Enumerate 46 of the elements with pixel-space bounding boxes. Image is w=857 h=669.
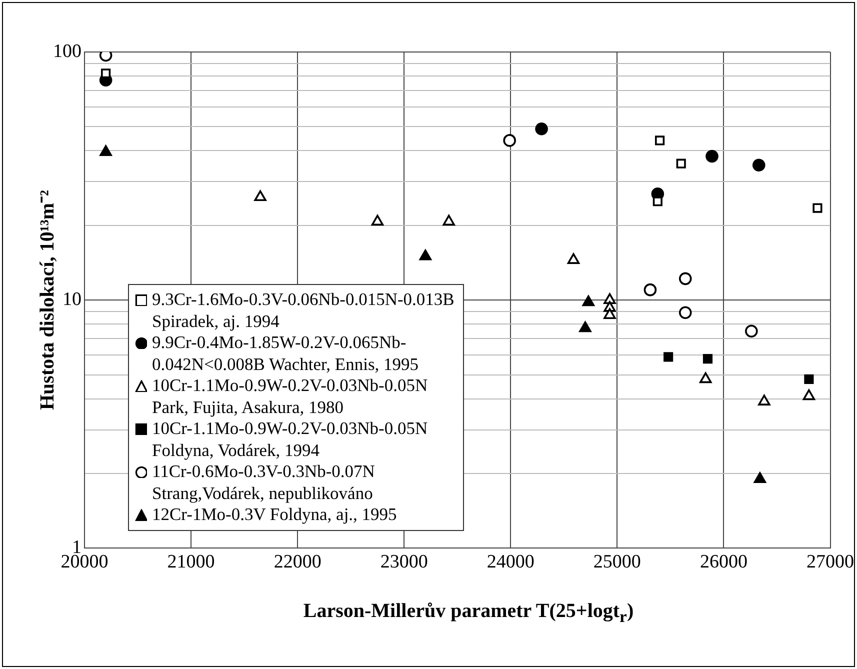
point [604, 308, 616, 320]
legend-label: 10Cr-1.1Mo-0.9W-0.2V-0.03Nb-0.05N Park, Fujita, Asakura, 1980 [152, 375, 429, 418]
point [700, 372, 712, 384]
point [604, 293, 616, 304]
y-tick-label: 100 [53, 40, 82, 62]
point [664, 352, 674, 362]
point [100, 145, 112, 156]
legend-label: 9.3Cr-1.6Mo-0.3V-0.06Nb-0.015N-0.013B Spiradek, aj. 1994 [152, 289, 456, 332]
point [644, 283, 657, 296]
y-axis-title: Hustota dislokací, 10¹³m⁻² [36, 190, 60, 410]
point [702, 354, 713, 364]
x-tick-label: 24000 [486, 552, 534, 573]
x-tick-label: 23000 [380, 552, 428, 573]
point [442, 214, 455, 226]
legend-label: 11Cr-0.6Mo-0.3V-0.3Nb-0.07N Strang,Vodárek, nepublikováno [152, 461, 376, 504]
x-axis-title: Larson-Millerův parametr T(25+logt$_{r}$) [302, 600, 635, 627]
point [752, 158, 766, 172]
point [254, 190, 266, 202]
point [745, 324, 758, 338]
x-tick-label: 27000 [806, 552, 854, 573]
point [812, 203, 822, 213]
point [503, 134, 516, 147]
x-tick-label: 21000 [167, 552, 215, 573]
point [652, 196, 662, 206]
point [567, 253, 580, 264]
point [582, 295, 595, 306]
x-tick-label: 25000 [593, 552, 641, 573]
point [678, 272, 692, 286]
point [579, 321, 592, 332]
point [655, 136, 665, 146]
point [678, 306, 692, 320]
x-tick-label: 26000 [700, 552, 748, 573]
legend-label: 12Cr-1Mo-0.3V Foldyna, aj., 1995 [152, 504, 397, 526]
point [804, 374, 814, 384]
point [535, 122, 548, 136]
x-tick-label: 22000 [274, 552, 322, 573]
point [706, 150, 718, 163]
legend-label: 9.9Cr-0.4Mo-1.85W-0.2V-0.065Nb-0.042N<0.008B Wachter, Ennis, 1995 [152, 332, 420, 375]
point [676, 158, 686, 168]
point [758, 394, 770, 406]
y-tick-label: 10 [62, 289, 82, 310]
point [419, 250, 432, 260]
point [802, 389, 816, 400]
point [754, 472, 766, 483]
legend-label: 10Cr-1.1Mo-0.9W-0.2V-0.03Nb-0.05N Foldyna, Vodárek, 1994 [152, 418, 429, 461]
point [371, 214, 384, 226]
